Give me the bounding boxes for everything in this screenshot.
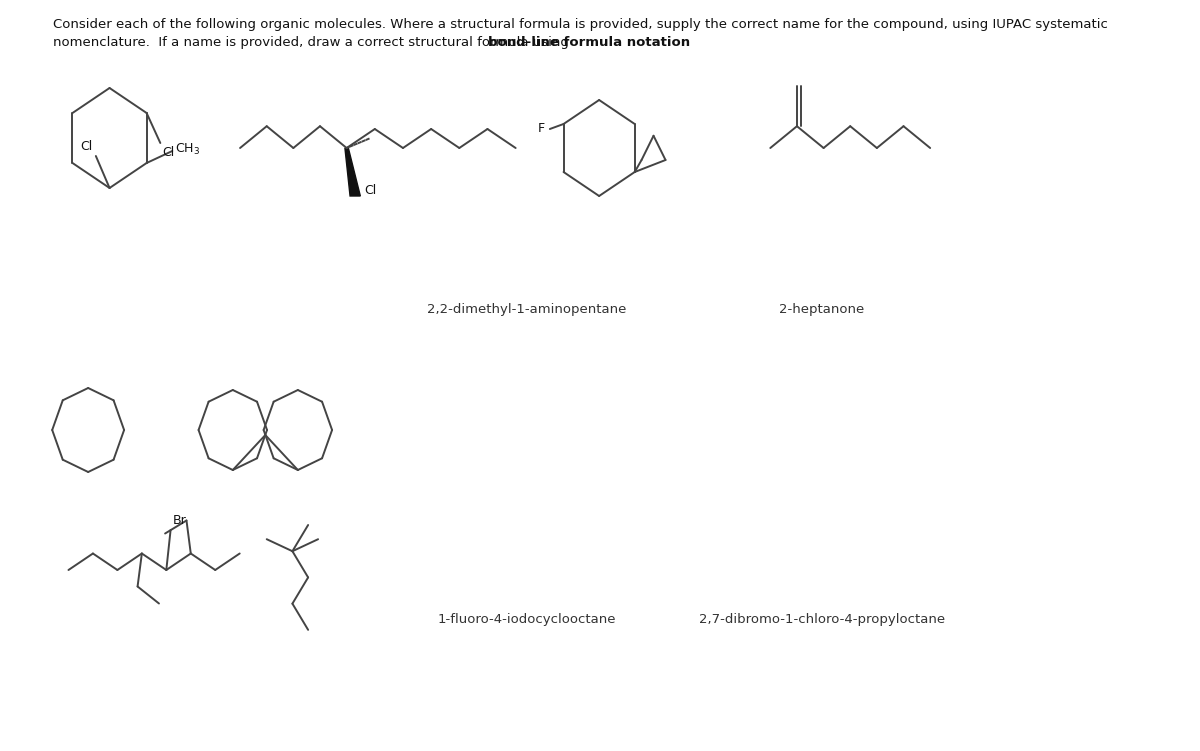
Text: bond-line formula notation: bond-line formula notation — [488, 36, 690, 49]
Text: 2,7-dibromo-1-chloro-4-propyloctane: 2,7-dibromo-1-chloro-4-propyloctane — [698, 614, 944, 626]
Text: 1-fluoro-4-iodocyclooctane: 1-fluoro-4-iodocyclooctane — [437, 614, 616, 626]
Text: .: . — [648, 36, 652, 49]
Text: Cl: Cl — [80, 140, 92, 153]
Text: F: F — [538, 122, 545, 135]
Text: Cl: Cl — [364, 185, 376, 198]
Text: CH$_3$: CH$_3$ — [175, 141, 200, 156]
Text: Br: Br — [173, 514, 187, 527]
Polygon shape — [344, 148, 360, 196]
Text: 2,2-dimethyl-1-aminopentane: 2,2-dimethyl-1-aminopentane — [427, 303, 626, 316]
Text: Consider each of the following organic molecules. Where a structural formula is : Consider each of the following organic m… — [53, 18, 1108, 31]
Text: Cl: Cl — [162, 146, 174, 159]
Text: nomenclature.  If a name is provided, draw a correct structural formula using: nomenclature. If a name is provided, dra… — [53, 36, 574, 49]
Text: 2-heptanone: 2-heptanone — [779, 303, 864, 316]
